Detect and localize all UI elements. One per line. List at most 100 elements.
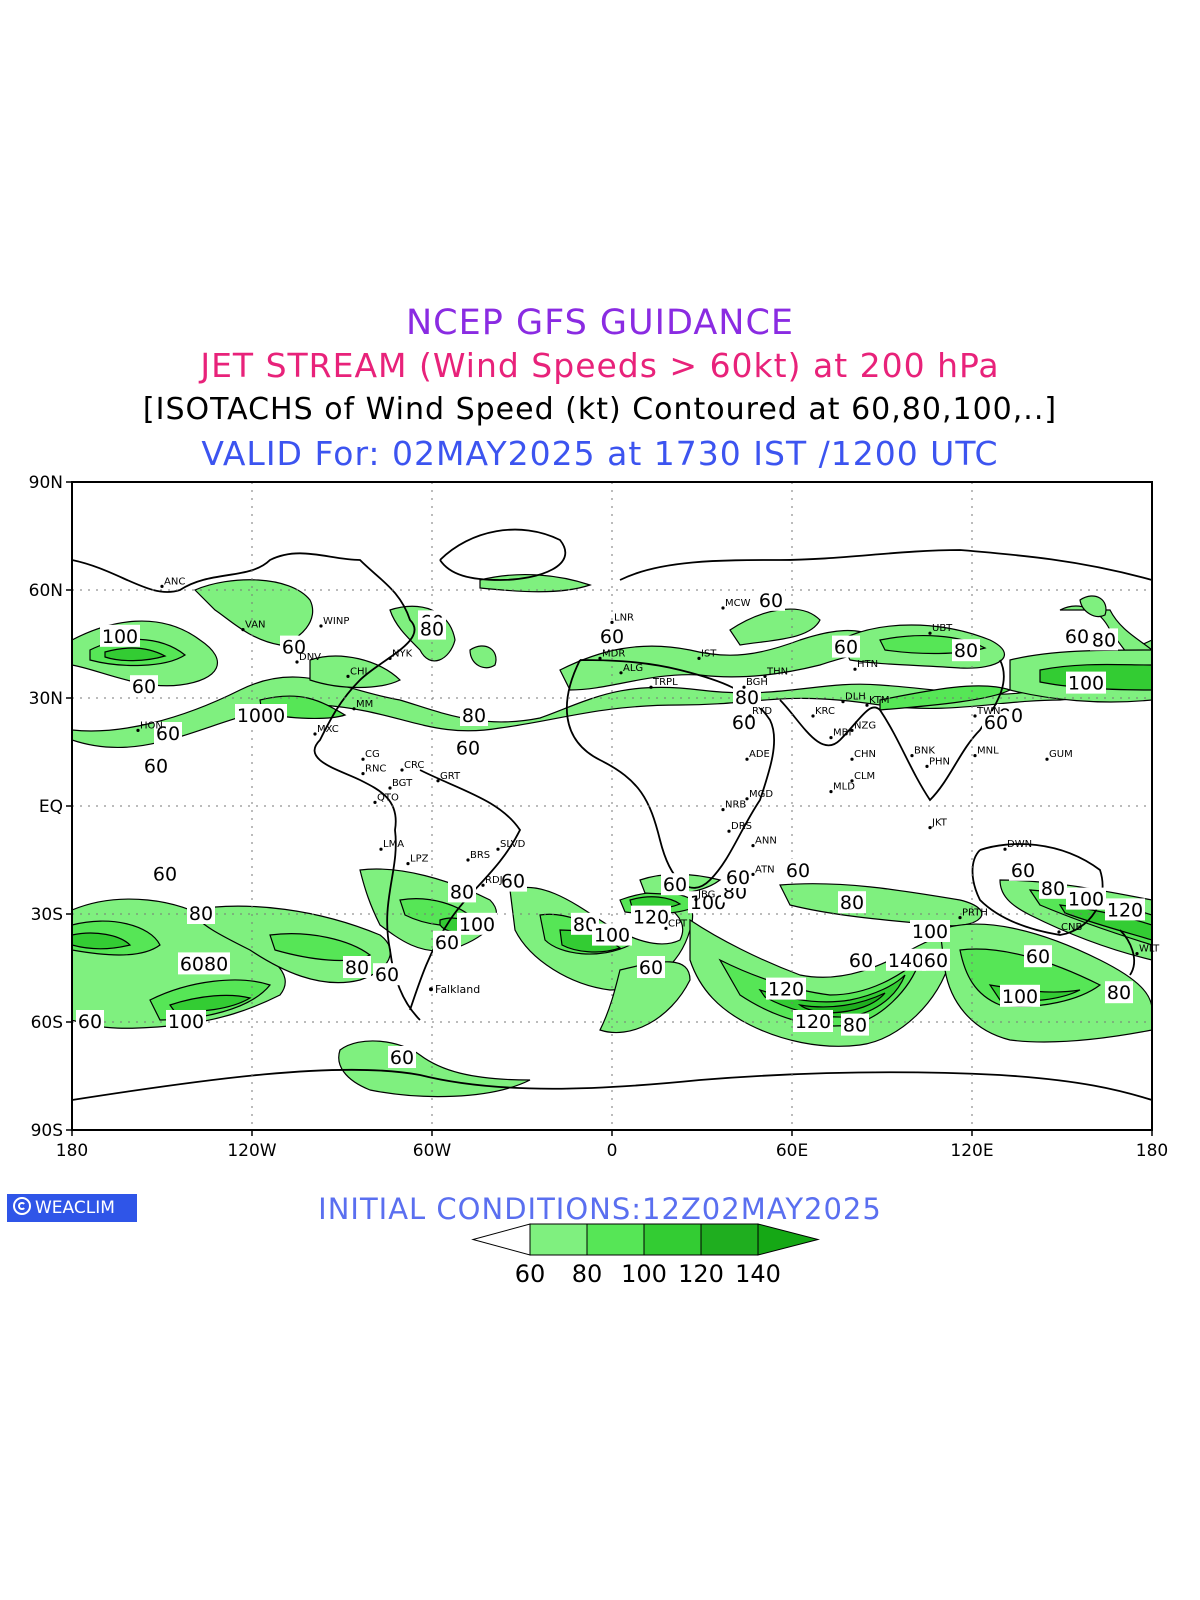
station-label: CHN [854, 749, 876, 760]
station-dot [136, 728, 140, 733]
station-label: BGT [392, 778, 413, 789]
station-dot [910, 754, 914, 758]
station-dot [295, 660, 299, 664]
station-dot [763, 674, 767, 679]
title-product: JET STREAM (Wind Speeds > 60kt) at 200 h… [200, 346, 1000, 385]
station-dot [241, 628, 245, 632]
station-label: PHN [929, 756, 950, 767]
legend-level-label: 60 [515, 1260, 546, 1288]
station-dot [388, 656, 392, 661]
station-dot [694, 898, 698, 902]
station-dot [664, 926, 668, 931]
contour-label: 80 [420, 619, 444, 641]
station-dot [1057, 930, 1061, 934]
lat-tick-label: 60S [31, 1013, 63, 1033]
station-label: DRS [731, 821, 752, 832]
station-dot [496, 847, 500, 851]
lon-tick-label: 180 [56, 1141, 88, 1161]
contour-label-bg [457, 912, 497, 935]
station-label: WINP [323, 616, 349, 627]
contour-label-bg [448, 880, 476, 903]
contour-label: 60 [984, 712, 1008, 734]
legend-level-label: 80 [572, 1260, 603, 1288]
contour-label-bg [1039, 876, 1067, 899]
lat-tick-label: 90S [31, 1121, 63, 1141]
station-dot [319, 624, 323, 628]
contour-label-bg [154, 722, 182, 744]
lat-tick-label: 60N [29, 581, 63, 601]
station-label: ANN [755, 836, 777, 847]
contour-label: 60 [78, 1011, 102, 1033]
station-dot [361, 757, 365, 761]
contour-label: 100 [1068, 889, 1104, 911]
station-dot [721, 808, 725, 812]
place-dot [429, 987, 433, 992]
contour-label: 60 [144, 755, 168, 777]
contour-label-bg [793, 1010, 833, 1032]
contour-label: 60 [1011, 860, 1035, 882]
station-dot [850, 779, 854, 783]
contour-label: 1000 [237, 705, 285, 727]
station-dot [829, 736, 833, 740]
lat-tick-label: 30S [31, 905, 63, 925]
contour-label-bg [1105, 898, 1145, 921]
station-dot [721, 606, 725, 610]
logo-text: WEACLIM [35, 1198, 115, 1218]
station-dot [865, 703, 869, 707]
contour-label-bg [454, 736, 482, 759]
station-dot [850, 728, 854, 733]
station-dot [727, 829, 731, 833]
title-contours: [ISOTACHS of Wind Speed (kt) Contoured a… [142, 392, 1058, 427]
contour-label-bg [187, 902, 215, 924]
station-dot [745, 797, 749, 801]
station-labels: ANC HON VAN WINP DNV NYK CHI MM MXC CG RNC CRC BGT GR… [136, 576, 1160, 956]
contour-label: 60 [834, 637, 858, 659]
lat-tick-label: EQ [39, 797, 63, 817]
latitude-axis-labels: 90N 60N 30N EQ 30S 60S 90S [29, 473, 63, 1141]
station-label: HON [140, 720, 163, 731]
contour-label-bg [343, 956, 371, 978]
contour-label-bg [1090, 628, 1118, 651]
contour-label-bg [418, 617, 446, 640]
contour-label: 80 [189, 903, 213, 925]
station-label: ALG [623, 663, 643, 674]
station-label: DLH [845, 692, 866, 703]
contour-label-bg [832, 635, 860, 658]
station-label: CG [365, 749, 380, 760]
contour-label-bg [178, 952, 230, 975]
longitude-axis-labels: 180 120W 60W 0 60E 120E 180 [56, 1141, 1168, 1161]
station-label: RDJ [485, 875, 503, 886]
contour-label: 60 [1065, 626, 1089, 648]
contour-label: 6080 [180, 953, 228, 975]
contour-label-bg [460, 704, 488, 726]
station-label: CLM [854, 771, 875, 782]
station-dot [829, 790, 833, 794]
contour-label: 80 [1107, 982, 1131, 1004]
title-model: NCEP GFS GUIDANCE [405, 303, 795, 343]
station-dot [742, 685, 746, 689]
station-label: ADE [749, 749, 770, 760]
station-dot [958, 916, 962, 920]
legend-level-label: 120 [678, 1260, 724, 1288]
station-dot [973, 714, 977, 718]
station-dot [850, 757, 854, 761]
contour-label-bg [910, 920, 950, 942]
station-label: NZG [854, 720, 876, 731]
station-label: MGD [749, 789, 773, 800]
station-dot [925, 764, 929, 769]
station-dot [928, 826, 932, 830]
contour-label-bg [982, 711, 1010, 734]
station-dot [466, 858, 470, 862]
contour-label: 60 [282, 637, 306, 659]
contour-label: 60 [501, 871, 525, 893]
contour-label: 60 [375, 964, 399, 986]
contour-label-bg [433, 930, 461, 953]
copyright-circle-icon [13, 1197, 31, 1215]
lon-tick-label: 180 [1136, 1141, 1168, 1161]
contour-label: 60 [663, 874, 687, 896]
legend-swatch-below [471, 1223, 531, 1256]
coastlines [72, 528, 1152, 1101]
contour-label: 60 [456, 737, 480, 759]
contour-label-bg [388, 1046, 416, 1068]
contour-label: 60 [732, 712, 756, 734]
